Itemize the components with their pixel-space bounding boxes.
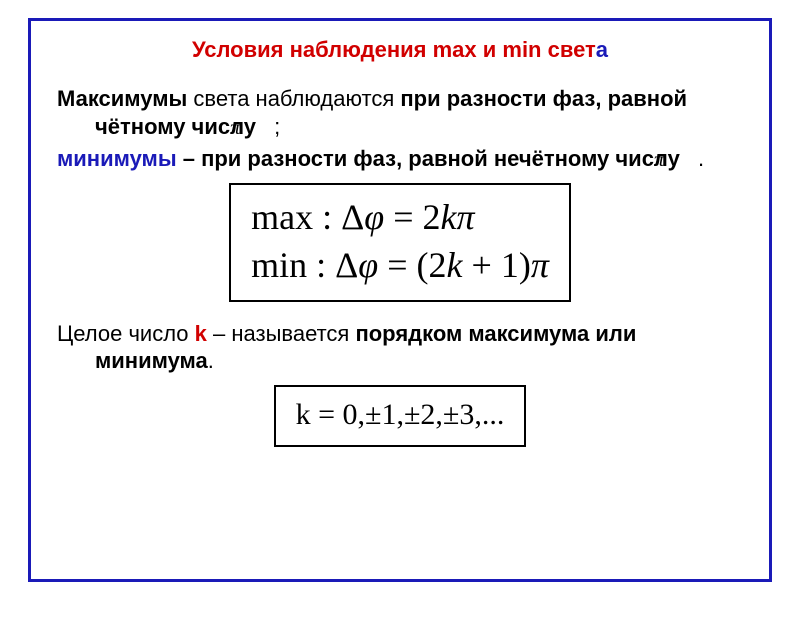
text-post-k: – называется [207, 321, 356, 346]
eq2: = [387, 245, 407, 285]
period-1: . [698, 146, 704, 171]
period-2: . [208, 348, 214, 373]
paragraph-order: Целое число k – называется порядком макс… [57, 320, 743, 375]
eq1: = [393, 197, 413, 237]
eq3: = [318, 398, 335, 431]
slide-title: Условия наблюдения max и min света [57, 37, 743, 63]
slide-frame: Условия наблюдения max и min света Макси… [28, 18, 772, 582]
formula-min: min : Δφ = (2k + 1)π [251, 241, 549, 290]
formula-box-main: max : Δφ = 2kπ min : Δφ = (2k + 1)π [229, 183, 571, 302]
formula-box-k: k = 0,±1,±2,±3,... [274, 385, 527, 448]
max-label: max : [251, 197, 332, 237]
min-label: min : [251, 245, 326, 285]
paragraph-minimums: минимумы – при разности фаз, равной нечё… [57, 145, 743, 173]
semicolon: ; [274, 114, 280, 139]
title-part-2: а [596, 37, 608, 62]
k-rhs: 0,±1,±2,±3,... [343, 398, 505, 431]
formula-k-values: k = 0,±1,±2,±3,... [296, 395, 505, 436]
text-1: света наблюдаются [187, 86, 400, 111]
pi-symbol-2: π [686, 148, 698, 173]
title-part-1: Условия наблюдения max и min свет [192, 37, 596, 62]
letter-k: k [195, 321, 207, 346]
text-bold-2: – при разности фаз, равной нечётному чис… [177, 146, 680, 171]
pi-symbol-1: π [262, 116, 274, 141]
paragraph-maximums: Максимумы света наблюдаются при разности… [57, 85, 743, 141]
word-maximums: Максимумы [57, 86, 187, 111]
text-pre-k: Целое число [57, 321, 195, 346]
word-minimums: минимумы [57, 146, 177, 171]
formula-max: max : Δφ = 2kπ [251, 193, 549, 242]
